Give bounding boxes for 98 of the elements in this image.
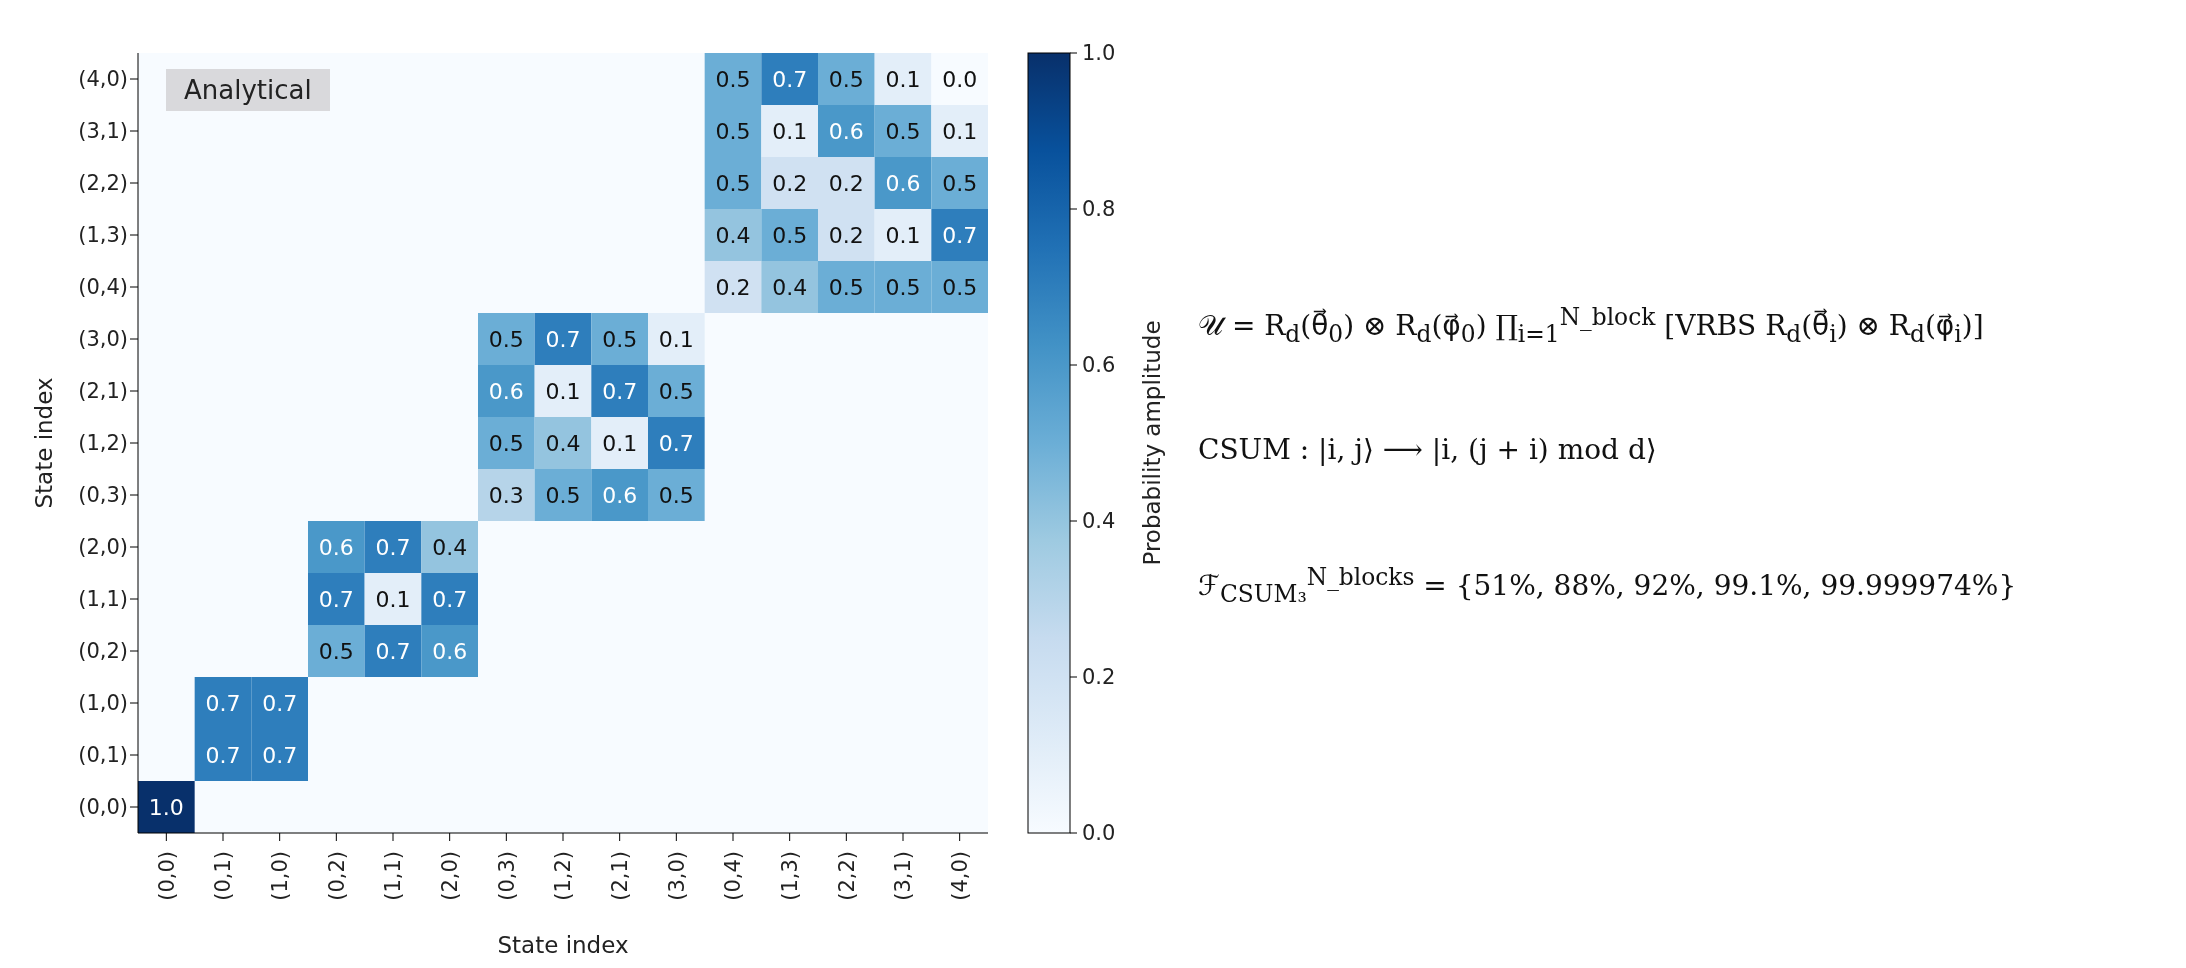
data-label: 0.1 <box>885 66 921 92</box>
data-label: 0.5 <box>942 274 978 300</box>
color-bar-label: 1.0 <box>1082 41 1116 66</box>
data-label: 0.5 <box>828 274 864 300</box>
x-tick-label: (1,2) <box>551 851 576 901</box>
data-label: 0.5 <box>318 638 354 664</box>
data-label: 0.7 <box>658 430 694 456</box>
y-tick-label: (2,0) <box>78 535 128 560</box>
data-label: 0.5 <box>942 170 978 196</box>
y-tick-label: (0,4) <box>78 275 128 300</box>
data-label: 0.0 <box>942 66 978 92</box>
data-label: 0.6 <box>602 482 638 508</box>
text: CSUM : |i, j⟩ ⟶ |i, (j + i) mod d⟩ <box>1198 433 1657 466</box>
data-label: 0.5 <box>602 326 638 352</box>
data-label: 0.5 <box>488 326 524 352</box>
data-label: 0.6 <box>318 534 354 560</box>
data-label: 0.1 <box>658 326 694 352</box>
x-tick-label: (4,0) <box>948 851 973 901</box>
x-axis-title: State index <box>497 932 629 958</box>
data-label: 0.7 <box>262 690 298 716</box>
data-label: 0.4 <box>545 430 581 456</box>
data-label: 0.5 <box>715 118 751 144</box>
data-label: 0.7 <box>262 742 298 768</box>
data-label: 0.4 <box>772 274 808 300</box>
data-label: 0.6 <box>488 378 524 404</box>
data-label: 0.1 <box>375 586 411 612</box>
data-label: 0.1 <box>942 118 978 144</box>
data-label: 0.6 <box>828 118 864 144</box>
data-label: 0.5 <box>658 378 694 404</box>
y-tick-label: (3,0) <box>78 327 128 352</box>
data-label: 0.5 <box>545 482 581 508</box>
data-label: 0.7 <box>375 534 411 560</box>
color-bar-label: 0.2 <box>1082 665 1116 690</box>
annotation: Analytical <box>166 69 330 111</box>
x-tick-label: (0,4) <box>721 851 746 901</box>
data-label: 0.7 <box>432 586 468 612</box>
y-tick-label: (0,1) <box>78 743 128 768</box>
y-tick-label: (2,2) <box>78 171 128 196</box>
data-label: 0.6 <box>885 170 921 196</box>
x-tick-label: (1,3) <box>778 851 803 901</box>
color-bar-label: 0.6 <box>1082 353 1116 378</box>
data-label: 0.7 <box>375 638 411 664</box>
data-label: 0.7 <box>942 222 978 248</box>
data-label: 0.7 <box>602 378 638 404</box>
y-tick-label: (1,3) <box>78 223 128 248</box>
x-tick-label: (3,0) <box>664 851 689 901</box>
data-label: 0.2 <box>772 170 808 196</box>
data-label: 0.1 <box>885 222 921 248</box>
x-tick-label: (1,0) <box>268 851 293 901</box>
x-tick-label: (0,1) <box>211 851 236 901</box>
x-tick-label: (2,1) <box>608 851 633 901</box>
y-tick-label: (1,0) <box>78 691 128 716</box>
data-label: 0.5 <box>772 222 808 248</box>
y-tick-label: (1,1) <box>78 587 128 612</box>
y-tick-label: (4,0) <box>78 67 128 92</box>
data-label: 0.4 <box>715 222 751 248</box>
data-label: 0.5 <box>715 170 751 196</box>
x-tick-label: (1,1) <box>381 851 406 901</box>
data-label: 0.3 <box>488 482 524 508</box>
x-tick-label: (0,3) <box>494 851 519 901</box>
y-tick-label: (0,0) <box>78 795 128 820</box>
y-tick-label: (0,2) <box>78 639 128 664</box>
y-tick-label: (2,1) <box>78 379 128 404</box>
data-label: 0.4 <box>432 534 468 560</box>
x-tick-label: (2,2) <box>834 851 859 901</box>
y-tick-label: (3,1) <box>78 119 128 144</box>
x-tick-label: (2,0) <box>438 851 463 901</box>
text: 𝒰 = R$_{d}$(θ⃗$_{0}$) ⊗ R$_{d}$(φ⃗$_{0}$) ∏$_{i=1}$$^{N_block}$ [VRBS R$_{d}$(θ⃗$_{i}$) ⊗ R$_{d}$(φ⃗$_{i}$)] <box>1198 303 1984 348</box>
color-bar-label: 0.4 <box>1082 509 1116 534</box>
data-label: 0.1 <box>602 430 638 456</box>
y-tick-label: (1,2) <box>78 431 128 456</box>
data-label: 0.1 <box>772 118 808 144</box>
data-label: 0.6 <box>432 638 468 664</box>
data-label: 0.5 <box>715 66 751 92</box>
data-label: 0.2 <box>828 170 864 196</box>
color-bar-label: 0.0 <box>1082 821 1116 846</box>
data-label: 0.5 <box>658 482 694 508</box>
data-label: 0.1 <box>545 378 581 404</box>
data-label: 0.2 <box>715 274 751 300</box>
text: ℱ$_{CSUM₃}$$^{N_blocks}$ = {51%, 88%, 92%, 99.1%, 99.999974%} <box>1198 563 2017 608</box>
data-label: 0.5 <box>885 118 921 144</box>
data-label: 0.5 <box>828 66 864 92</box>
data-label: 0.7 <box>318 586 354 612</box>
color-bar-title: Probability amplitude <box>1139 320 1165 566</box>
data-label: 0.2 <box>828 222 864 248</box>
x-tick-label: (0,0) <box>154 851 179 901</box>
data-label: 0.7 <box>205 742 241 768</box>
y-tick-label: (0,3) <box>78 483 128 508</box>
data-label: 0.7 <box>545 326 581 352</box>
x-tick-label: (0,2) <box>324 851 349 901</box>
data-label: 0.7 <box>772 66 808 92</box>
data-label: 0.5 <box>488 430 524 456</box>
data-label: 1.0 <box>148 794 184 820</box>
color-bar-label: 0.8 <box>1082 197 1116 222</box>
data-label: 0.5 <box>885 274 921 300</box>
x-tick-label: (3,1) <box>891 851 916 901</box>
y-axis-title: State index <box>31 377 58 509</box>
data-label: 0.7 <box>205 690 241 716</box>
